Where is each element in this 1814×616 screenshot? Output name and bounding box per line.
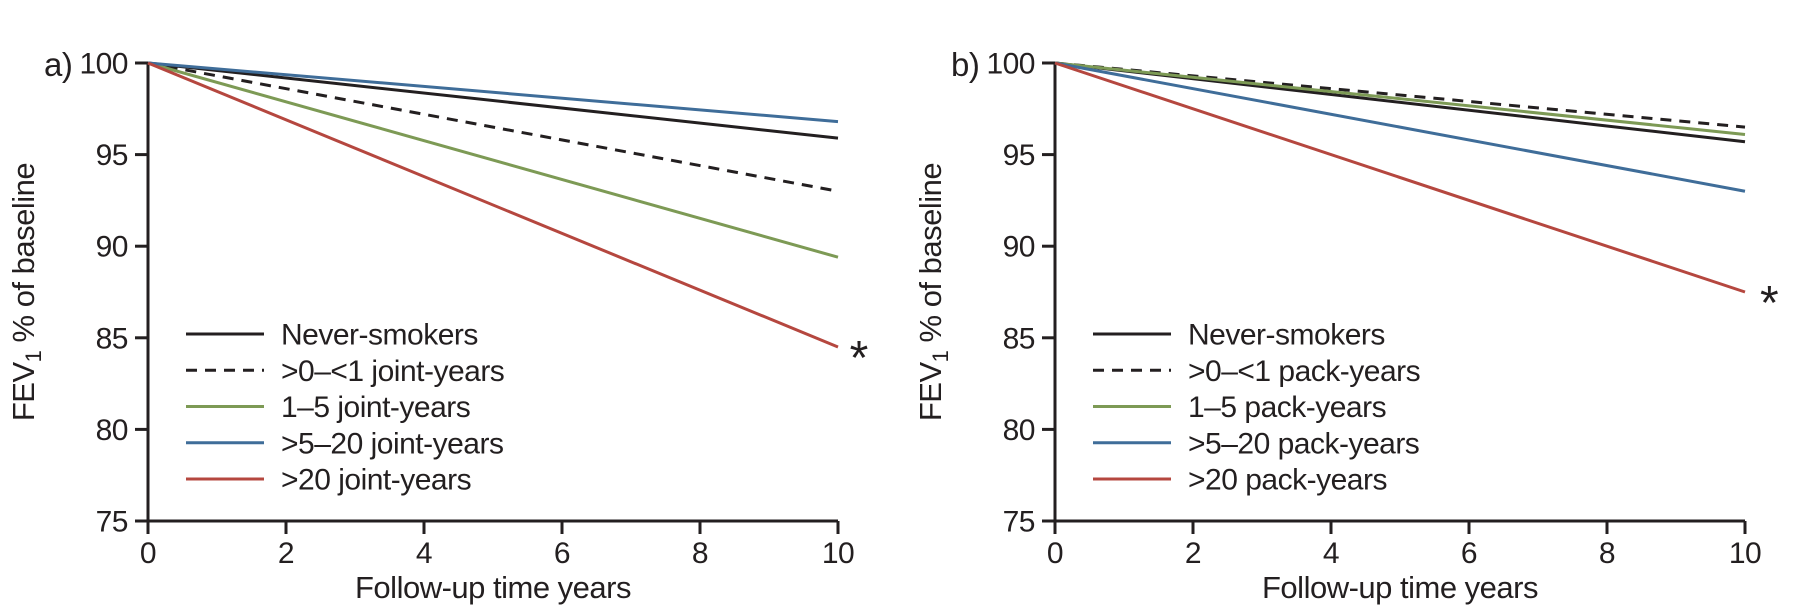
y-axis-title: FEV1 % of baseline: [6, 163, 46, 421]
significance-asterisk: *: [1760, 277, 1778, 330]
y-tick-label: 75: [1003, 506, 1035, 539]
legend-label-2: 1–5 joint-years: [281, 391, 470, 424]
legend-label-3: >5–20 joint-years: [281, 427, 503, 460]
panel-a: 100 95 90 85 80 75 0 2 4 6 8 10 a) Follow-up time yea…: [6, 46, 868, 605]
legend-label-0: Never-smokers: [1188, 319, 1385, 352]
x-tick-label: 4: [416, 537, 432, 570]
series-line-0: [147, 61, 839, 140]
series-line-3: [147, 61, 839, 124]
panel-b: 100 95 90 85 80 75 0 2 4 6 8 10 b) Follow-up time yea…: [907, 0, 1814, 616]
legend-label-1: >0–<1 pack-years: [1188, 355, 1420, 388]
series-line-1: [147, 61, 839, 193]
series-line-2: [147, 61, 839, 259]
x-axis-title: Follow-up time years: [355, 570, 631, 605]
y-tick-label: 90: [1003, 231, 1035, 264]
legend-label-3: >5–20 pack-years: [1188, 427, 1419, 460]
panel-label: b): [951, 46, 979, 83]
chart-panel-a: 100 95 90 85 80 75 0 2 4 6 8 10 a) Follow-up time yea…: [6, 46, 868, 605]
series-line-2: [1054, 61, 1746, 136]
legend-label-4: >20 pack-years: [1188, 464, 1387, 497]
x-tick-label: 0: [140, 537, 156, 570]
x-tick-label: 10: [1729, 537, 1761, 570]
x-tick-label: 4: [1323, 537, 1339, 570]
legend-label-2: 1–5 pack-years: [1188, 391, 1386, 424]
y-tick-label: 95: [1003, 139, 1035, 172]
series-line-4: [147, 61, 839, 349]
significance-asterisk: *: [850, 332, 868, 385]
series-line-3: [1054, 61, 1746, 193]
x-tick-label: 2: [278, 537, 294, 570]
series-line-4: [1054, 61, 1746, 294]
y-tick-label: 100: [79, 48, 128, 81]
x-tick-label: 6: [1461, 537, 1477, 570]
panel-label: a): [44, 46, 72, 83]
x-axis-title: Follow-up time years: [1262, 570, 1538, 605]
y-tick-label: 80: [96, 414, 128, 447]
chart-panel-b: 100 95 90 85 80 75 0 2 4 6 8 10 b) Follow-up time yea…: [913, 46, 1779, 605]
x-tick-label: 8: [692, 537, 708, 570]
y-tick-label: 90: [96, 231, 128, 264]
y-tick-label: 75: [96, 506, 128, 539]
legend-label-0: Never-smokers: [281, 319, 478, 352]
x-tick-label: 6: [554, 537, 570, 570]
y-tick-label: 85: [1003, 322, 1035, 355]
x-tick-label: 0: [1047, 537, 1063, 570]
y-tick-label: 85: [96, 322, 128, 355]
x-tick-label: 10: [822, 537, 854, 570]
y-tick-label: 95: [96, 139, 128, 172]
legend-label-1: >0–<1 joint-years: [281, 355, 504, 388]
y-tick-label: 80: [1003, 414, 1035, 447]
y-tick-label: 100: [986, 48, 1035, 81]
y-axis-title: FEV1 % of baseline: [913, 163, 953, 421]
x-tick-label: 2: [1185, 537, 1201, 570]
legend-label-4: >20 joint-years: [281, 464, 471, 497]
x-tick-label: 8: [1599, 537, 1615, 570]
